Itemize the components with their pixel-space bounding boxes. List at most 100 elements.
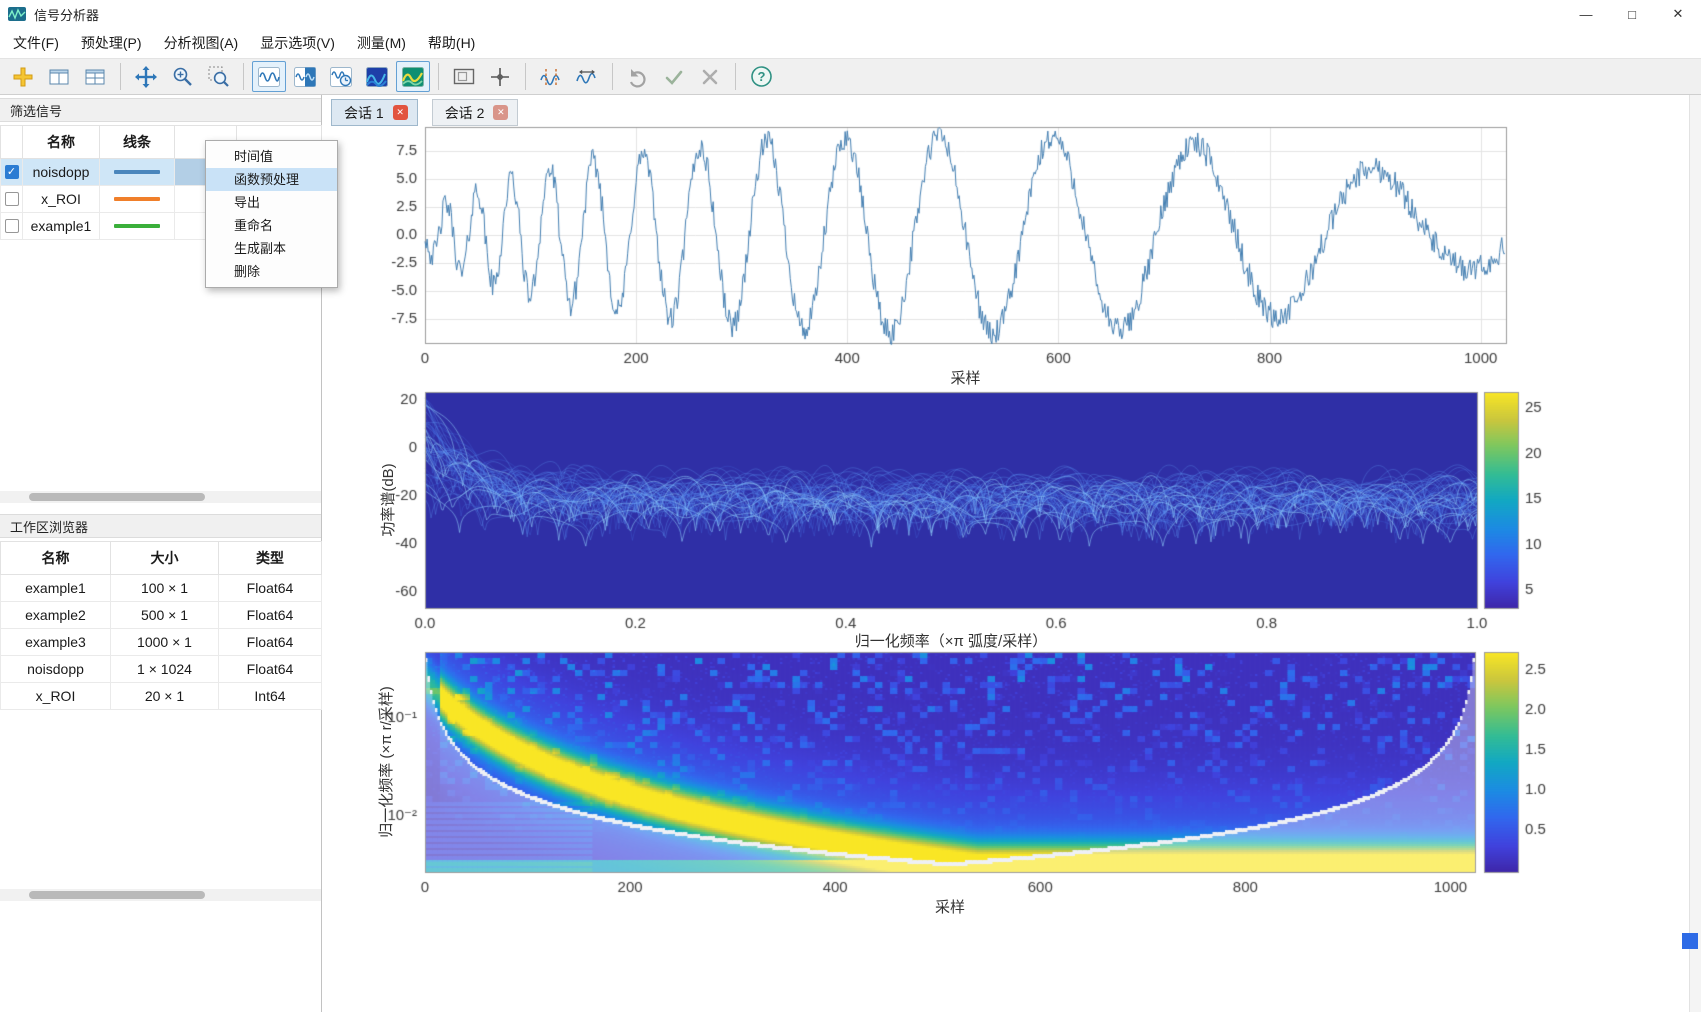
cancel-icon[interactable] xyxy=(693,61,727,92)
time-view-icon[interactable] xyxy=(252,61,286,92)
app-icon xyxy=(8,7,26,21)
accept-icon[interactable] xyxy=(657,61,691,92)
workspace-row[interactable]: example2500 × 1Float64 xyxy=(1,602,322,629)
workspace-row[interactable]: example1100 × 1Float64 xyxy=(1,575,322,602)
spectrum-plot-ylabel: 功率谱(dB) xyxy=(377,380,393,620)
scalogram-plot-canvas[interactable] xyxy=(322,650,1701,930)
line-cell xyxy=(100,213,175,240)
checkbox-cell: ✓ xyxy=(1,159,23,186)
maximize-button[interactable]: □ xyxy=(1609,0,1655,28)
layout-grid-icon[interactable] xyxy=(78,61,112,92)
context-menu-item-0[interactable]: 时间值 xyxy=(206,145,337,168)
context-menu-item-4[interactable]: 生成副本 xyxy=(206,237,337,260)
variable-size: 500 × 1 xyxy=(111,602,219,629)
workspace-column-header-2[interactable]: 类型 xyxy=(219,542,322,575)
variable-type: Int64 xyxy=(219,683,322,710)
add-signal-icon[interactable] xyxy=(6,61,40,92)
context-menu-item-1[interactable]: 函数预处理 xyxy=(206,168,337,191)
spectrogram-view-icon[interactable] xyxy=(396,61,430,92)
close-button[interactable]: ✕ xyxy=(1655,0,1701,28)
workspace-column-header-1[interactable]: 大小 xyxy=(111,542,219,575)
workspace-table: 名称大小类型example1100 × 1Float64example2500 … xyxy=(0,541,322,710)
variable-size: 20 × 1 xyxy=(111,683,219,710)
session-tabbar: 会话 1 ✕ 会话 2 ✕ xyxy=(322,95,1701,126)
signal-name: noisdopp xyxy=(23,159,100,186)
tab-close-icon[interactable]: ✕ xyxy=(393,105,408,120)
time-frequency-view-icon[interactable] xyxy=(324,61,358,92)
toolbar-separator xyxy=(243,63,244,90)
tab-label: 会话 1 xyxy=(344,103,384,123)
workspace-hscrollbar[interactable] xyxy=(0,889,321,901)
spectrum-view-icon[interactable] xyxy=(360,61,394,92)
menu-file[interactable]: 文件(F) xyxy=(2,28,70,58)
line-swatch xyxy=(114,197,160,201)
pan-icon[interactable] xyxy=(129,61,163,92)
layout-split-icon[interactable] xyxy=(42,61,76,92)
workspace-row[interactable]: example31000 × 1Float64 xyxy=(1,629,322,656)
signal-name: x_ROI xyxy=(23,186,100,213)
zoom-in-icon[interactable] xyxy=(165,61,199,92)
variable-type: Float64 xyxy=(219,629,322,656)
session-vscrollbar[interactable] xyxy=(1689,95,1701,1012)
menu-display-options[interactable]: 显示选项(V) xyxy=(249,28,346,58)
scrollbar-thumb[interactable] xyxy=(29,891,205,899)
workspace-row[interactable]: noisdopp1 × 1024Float64 xyxy=(1,656,322,683)
variable-type: Float64 xyxy=(219,575,322,602)
session-tab-2[interactable]: 会话 2 ✕ xyxy=(432,99,519,126)
checkbox-cell xyxy=(1,186,23,213)
line-cell xyxy=(100,186,175,213)
spectrum-plot-block: 功率谱(dB) 归一化频率（×π 弧度/采样） xyxy=(322,390,1701,650)
variable-name: example2 xyxy=(1,602,111,629)
filter-hscrollbar[interactable] xyxy=(0,491,321,503)
variable-size: 100 × 1 xyxy=(111,575,219,602)
titlebar: 信号分析器 — □ ✕ xyxy=(0,0,1701,28)
time-plot-canvas[interactable] xyxy=(322,126,1701,390)
scroll-grip[interactable] xyxy=(1682,933,1698,949)
menu-preprocess[interactable]: 预处理(P) xyxy=(70,28,153,58)
zoom-region-icon[interactable] xyxy=(201,61,235,92)
signal-checkbox[interactable]: ✓ xyxy=(5,165,19,179)
panner-icon[interactable] xyxy=(447,61,481,92)
filter-column-header-2[interactable]: 线条 xyxy=(100,126,175,159)
context-menu-item-3[interactable]: 重命名 xyxy=(206,214,337,237)
menu-help[interactable]: 帮助(H) xyxy=(417,28,486,58)
measure-distance-icon[interactable] xyxy=(570,61,604,92)
variable-name: example1 xyxy=(1,575,111,602)
signal-checkbox[interactable] xyxy=(5,192,19,206)
spectrum-plot-canvas[interactable] xyxy=(322,390,1701,650)
signal-name: example1 xyxy=(23,213,100,240)
session-tab-1[interactable]: 会话 1 ✕ xyxy=(331,99,418,126)
scalogram-plot-block: 归一化频率 (×π r/采样) 采样 xyxy=(322,650,1701,930)
variable-type: Float64 xyxy=(219,602,322,629)
filter-panel-header: 筛选信号 xyxy=(0,98,321,122)
tab-close-icon[interactable]: ✕ xyxy=(493,105,508,120)
measure-cursors-icon[interactable] xyxy=(534,61,568,92)
help-icon[interactable]: ? xyxy=(744,61,778,92)
minimize-button[interactable]: — xyxy=(1563,0,1609,28)
context-menu-item-2[interactable]: 导出 xyxy=(206,191,337,214)
filter-column-header-0[interactable] xyxy=(1,126,23,159)
scrollbar-thumb[interactable] xyxy=(29,493,205,501)
signal-checkbox[interactable] xyxy=(5,219,19,233)
line-cell xyxy=(100,159,175,186)
toolbar-separator xyxy=(438,63,439,90)
undo-icon[interactable] xyxy=(621,61,655,92)
toolbar: ? xyxy=(0,58,1701,95)
scalogram-plot-ylabel: 归一化频率 (×π r/采样) xyxy=(375,642,391,882)
variable-size: 1000 × 1 xyxy=(111,629,219,656)
context-menu-item-5[interactable]: 删除 xyxy=(206,260,337,283)
menu-analysis-view[interactable]: 分析视图(A) xyxy=(153,28,250,58)
workspace-column-header-0[interactable]: 名称 xyxy=(1,542,111,575)
variable-name: x_ROI xyxy=(1,683,111,710)
tab-label: 会话 2 xyxy=(445,103,485,123)
menu-measure[interactable]: 测量(M) xyxy=(346,28,417,58)
data-cursor-icon[interactable] xyxy=(483,61,517,92)
variable-type: Float64 xyxy=(219,656,322,683)
filter-column-header-1[interactable]: 名称 xyxy=(23,126,100,159)
toolbar-separator xyxy=(612,63,613,90)
window-title: 信号分析器 xyxy=(34,5,99,24)
workspace-row[interactable]: x_ROI20 × 1Int64 xyxy=(1,683,322,710)
toolbar-separator xyxy=(525,63,526,90)
menubar: 文件(F)预处理(P)分析视图(A)显示选项(V)测量(M)帮助(H) xyxy=(0,28,1701,58)
split-view-icon[interactable] xyxy=(288,61,322,92)
